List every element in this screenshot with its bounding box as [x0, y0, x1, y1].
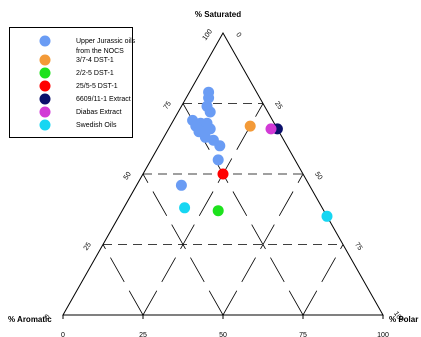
- legend-label-6: Swedish Oils: [76, 122, 117, 129]
- axis-labels: % Saturated % Aromatic % Polar: [8, 10, 418, 324]
- tick-label-left: 25: [83, 241, 93, 251]
- legend-marker-0: [39, 35, 51, 47]
- data-point-series-5: [265, 123, 277, 135]
- legend-label-3: 25/5-5 DST-1: [76, 83, 118, 90]
- tick-label-left: 0: [44, 313, 52, 320]
- legend-marker-1: [39, 54, 51, 66]
- tick-label-right: 50: [313, 171, 323, 181]
- grid-line-aromatic-50: [142, 173, 224, 316]
- legend-box: [9, 27, 133, 138]
- legend-label-5: Diabas Extract: [76, 109, 122, 116]
- tick-label-bottom: 25: [139, 332, 147, 337]
- axis-label-aromatic: % Aromatic: [8, 315, 52, 324]
- tick-label-bottom: 50: [219, 332, 227, 337]
- legend-marker-3: [39, 80, 51, 92]
- legend-marker-6: [39, 119, 51, 131]
- legend-label-1: 3/7-4 DST-1: [76, 57, 114, 64]
- grid-line-polar-25: [142, 103, 264, 316]
- axis-label-polar: % Polar: [389, 315, 418, 324]
- data-point-series-6: [179, 202, 191, 214]
- axis-label-saturated: % Saturated: [195, 10, 241, 19]
- tick-label-bottom: 0: [61, 332, 65, 337]
- tick-label-right: 0: [234, 32, 242, 39]
- legend: Upper Jurassic oils from the NOCS 3/7-4 DS…: [9, 27, 136, 138]
- data-point-series-0: [212, 154, 224, 166]
- data-points: [175, 86, 333, 222]
- tick-label-right: 75: [353, 241, 363, 251]
- triangle-frame: [62, 31, 384, 319]
- data-point-series-6: [321, 210, 333, 222]
- tick-label-left: 75: [163, 100, 173, 110]
- data-point-series-0: [203, 92, 215, 104]
- data-point-series-1: [244, 120, 256, 132]
- data-point-series-0: [175, 179, 187, 191]
- data-point-series-3: [217, 168, 229, 180]
- data-point-series-2: [212, 205, 224, 217]
- legend-marker-2: [39, 67, 51, 79]
- legend-label-0: Upper Jurassic oils: [76, 38, 136, 45]
- legend-label-4: 6609/11-1 Extract: [76, 96, 131, 103]
- tick-label-bottom: 75: [299, 332, 307, 337]
- legend-label-2: 2/2-5 DST-1: [76, 70, 114, 77]
- data-point-series-0: [214, 140, 226, 152]
- data-point-series-0: [204, 106, 216, 118]
- grid-line-aromatic-75: [102, 244, 144, 316]
- tick-label-bottom: 100: [377, 332, 389, 337]
- tick-label-right: 25: [273, 100, 283, 110]
- tick-label-left: 50: [123, 171, 133, 181]
- legend-marker-5: [39, 106, 51, 118]
- legend-marker-4: [39, 93, 51, 105]
- legend-label-0: from the NOCS: [76, 48, 124, 55]
- tick-label-left: 100: [202, 28, 214, 42]
- grid-line-polar-75: [302, 244, 344, 316]
